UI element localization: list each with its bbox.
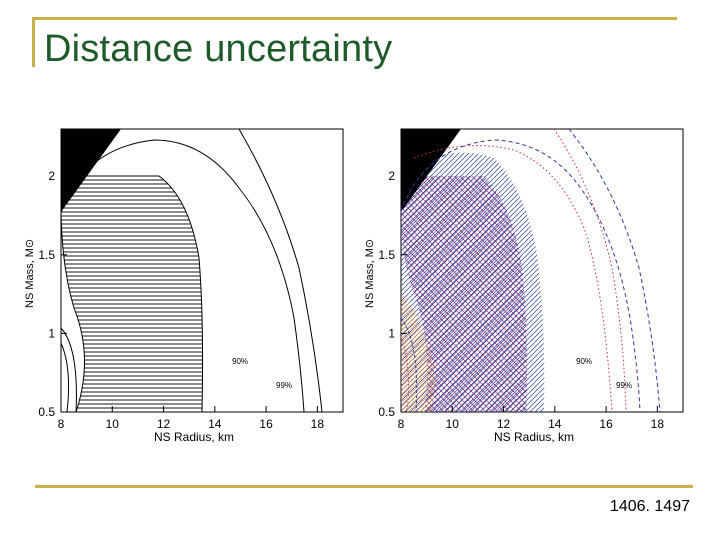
x-tick-label: 16 <box>259 417 273 431</box>
x-axis-label: NS Radius, km <box>154 430 234 444</box>
reference-number: 1406. 1497 <box>609 498 690 515</box>
x-tick-label: 16 <box>599 417 613 431</box>
x-tick-label: 10 <box>106 417 120 431</box>
y-tick-label: 1 <box>48 326 55 340</box>
confidence-region-fill <box>60 175 204 413</box>
y-axis-label: NS Mass, M⊙ <box>364 239 376 308</box>
x-tick-label: 18 <box>311 417 325 431</box>
axis-ticks: 8 10 12 14 16 18 0.5 1 1.5 2 <box>38 169 324 431</box>
excluded-region <box>401 129 461 212</box>
contour-inner-b <box>400 335 410 413</box>
contour-99-dotted <box>553 128 627 413</box>
contour-inner-b <box>60 342 70 413</box>
contour-inner-a <box>60 327 77 413</box>
slide-title: Distance uncertainty <box>44 28 393 70</box>
x-tick-label: 10 <box>446 417 460 431</box>
contour-label-99: 99% <box>616 381 632 390</box>
x-tick-label: 8 <box>58 417 65 431</box>
y-tick-label: 2 <box>388 169 395 183</box>
left-plot: 90% 99% 8 10 12 14 16 180.511.52 NS Mass, M⊙ … <box>24 128 344 444</box>
region-cross-hatch <box>401 176 527 412</box>
y-tick-label: 1.5 <box>38 248 55 262</box>
x-tick-label: 14 <box>208 417 222 431</box>
bottom-rule <box>35 485 693 488</box>
x-tick-label: 8 <box>398 417 405 431</box>
contour-label-90: 90% <box>232 357 248 366</box>
contour-90 <box>60 139 305 413</box>
x-tick-label: 18 <box>651 417 665 431</box>
contour-90-dotted <box>413 145 613 413</box>
x-tick-label: 12 <box>497 417 511 431</box>
contour-label-90: 90% <box>576 357 592 366</box>
region-orange-hatch <box>401 293 435 412</box>
y-tick-label: 0.5 <box>378 405 395 419</box>
axis-ticks: 8 10 12 14 16 18 0.5 1 1.5 2 <box>378 169 664 431</box>
y-tick-label: 1.5 <box>378 248 395 262</box>
x-tick-label: 12 <box>157 417 171 431</box>
y-tick-label: 1 <box>388 326 395 340</box>
x-axis-label: NS Radius, km <box>494 430 574 444</box>
right-plot: 90% 99% 8 10 12 14 16 180.511.52 NS Mass, M⊙ … <box>364 128 684 444</box>
y-axis-label: NS Mass, M⊙ <box>24 239 36 308</box>
x-tick-label: 14 <box>548 417 562 431</box>
contour-90-dashed <box>400 139 641 413</box>
contour-99 <box>238 128 323 413</box>
left-rule <box>32 17 35 67</box>
contour-label-99: 99% <box>276 381 292 390</box>
top-rule <box>32 17 677 20</box>
y-tick-label: 0.5 <box>38 405 55 419</box>
y-tick-label: 2 <box>48 169 55 183</box>
contour-inner-a <box>400 317 418 413</box>
contour-99-dashed <box>568 128 661 413</box>
